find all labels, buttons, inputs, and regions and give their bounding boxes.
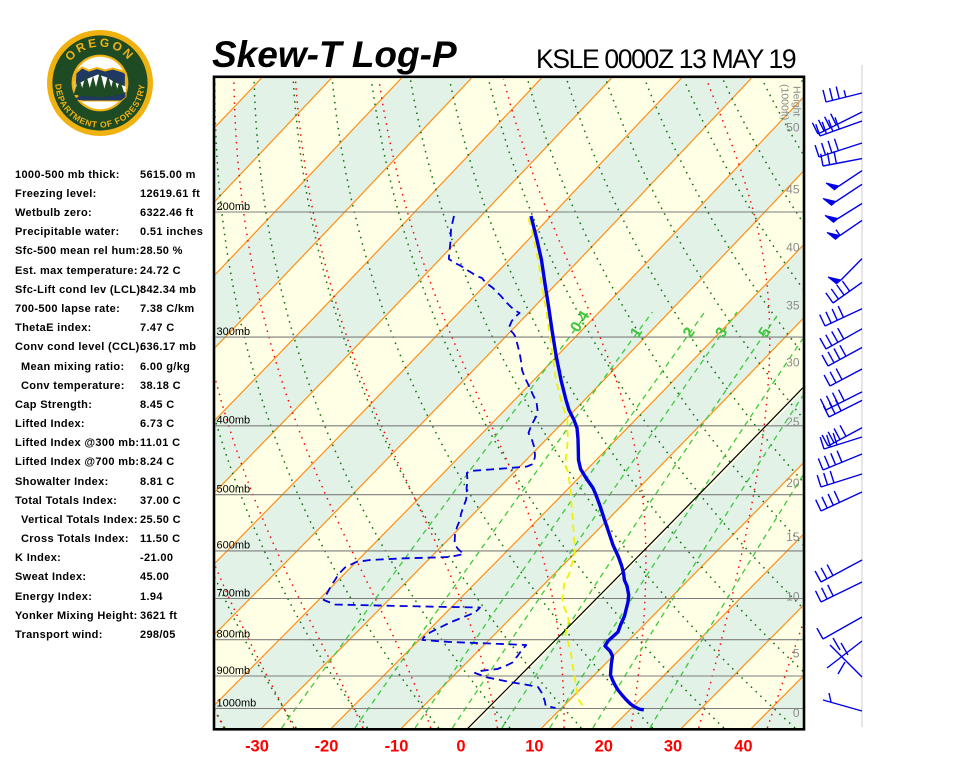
- svg-text:5: 5: [793, 647, 800, 661]
- svg-text:40: 40: [786, 241, 800, 255]
- svg-text:800mb: 800mb: [217, 629, 251, 641]
- svg-text:-10: -10: [385, 738, 409, 756]
- svg-text:1000mb: 1000mb: [217, 697, 257, 709]
- svg-text:25: 25: [786, 415, 800, 429]
- svg-text:Height: Height: [791, 86, 803, 116]
- svg-text:35: 35: [786, 299, 800, 313]
- svg-text:15: 15: [786, 530, 800, 544]
- svg-text:200mb: 200mb: [217, 201, 251, 213]
- svg-text:30: 30: [786, 356, 800, 370]
- svg-text:(1000ft): (1000ft): [779, 84, 791, 120]
- svg-text:-30: -30: [245, 738, 269, 756]
- svg-text:20: 20: [786, 476, 800, 490]
- svg-text:500mb: 500mb: [217, 484, 251, 496]
- svg-text:40: 40: [734, 738, 752, 756]
- svg-text:30: 30: [664, 738, 682, 756]
- svg-text:0: 0: [456, 738, 465, 756]
- svg-text:10: 10: [525, 738, 543, 756]
- svg-text:50: 50: [786, 121, 800, 135]
- svg-text:900mb: 900mb: [217, 665, 251, 677]
- svg-text:600mb: 600mb: [217, 540, 251, 552]
- svg-text:20: 20: [595, 738, 613, 756]
- svg-text:300mb: 300mb: [217, 326, 251, 338]
- svg-text:400mb: 400mb: [217, 415, 251, 427]
- svg-text:700mb: 700mb: [217, 587, 251, 599]
- svg-text:0: 0: [793, 706, 800, 720]
- svg-text:-20: -20: [315, 738, 339, 756]
- svg-text:45: 45: [786, 183, 800, 197]
- svg-text:10: 10: [786, 590, 800, 604]
